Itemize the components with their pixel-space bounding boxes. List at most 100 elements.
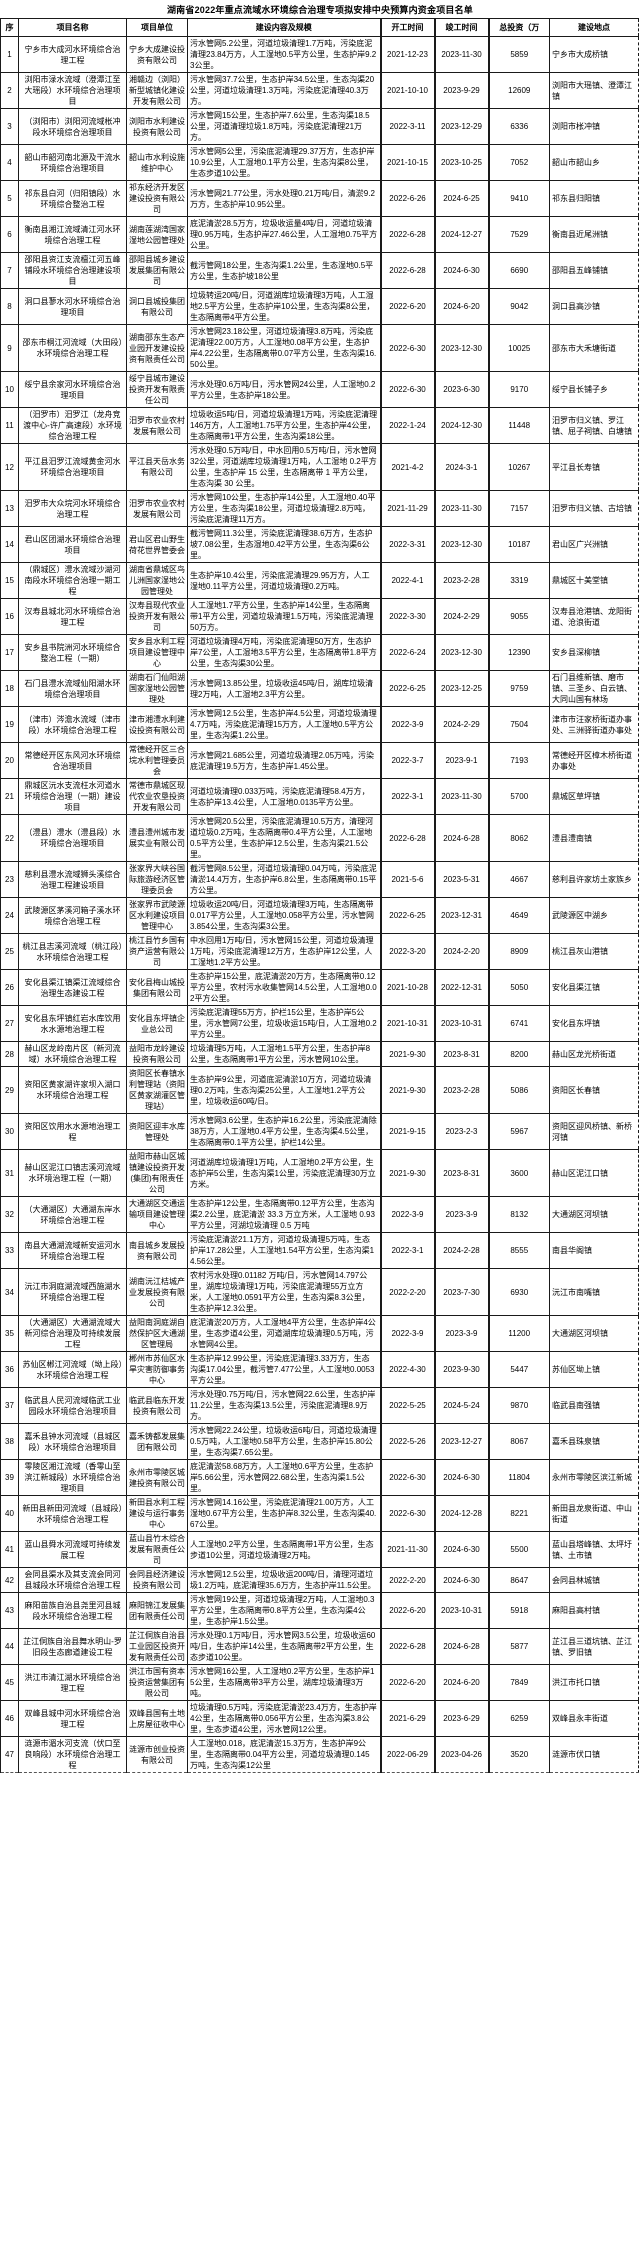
cell-content: 人工湿地0.2平方公里，生态隔离带1平方公里，生态步道10公里，河道垃圾清理2万… — [187, 1531, 381, 1568]
cell-start: 2022-1-24 — [379, 407, 436, 444]
cell-invest: 9410 — [488, 180, 550, 217]
cell-content: 污水管网3.6公里，生态护岸16.2公里，污染底泥清除38万方，人工湿地0.4平… — [187, 1113, 381, 1150]
cell-location: 洪江市托口镇 — [549, 1664, 639, 1701]
column-header-unit: 项目单位 — [126, 18, 188, 37]
cell-invest: 12609 — [488, 72, 550, 109]
cell-unit: 益阳市赫山区城镇建设投资开发(集团)有限责任公司 — [126, 1149, 188, 1197]
cell-unit: 汨罗市农业农村发展有限公司 — [126, 490, 188, 527]
cell-name: 武陵源区茅溪河箱子溪水环境综合治理工程 — [18, 897, 127, 934]
cell-location: 永州市零陵区滨江新城 — [549, 1459, 639, 1496]
cell-content: 底泥清淤28.5万方，垃圾收运量4吨/日，河道垃圾清理0.95万吨，生态护岸27… — [187, 216, 381, 253]
cell-end: 2024-12-28 — [434, 1495, 490, 1532]
cell-no: 3 — [0, 108, 19, 145]
cell-content: 垃圾转运20吨/日，河道湖库垃圾清理3万吨，人工湿地2.5平方公里，生态护岸10… — [187, 288, 381, 325]
cell-location: 资阳区长春镇 — [549, 1066, 639, 1114]
cell-name: 安化县东坪镇红岩水库饮用水水源地治理工程 — [18, 1005, 127, 1042]
cell-unit: 资阳区迎丰水库管理处 — [126, 1113, 188, 1150]
table-row: 16 汉寿县城北河水环境综合治理工程 汉寿县现代农业投资开发有限公司 人工湿地1.7平… — [0, 598, 639, 635]
cell-location: 浏阳市枨冲镇 — [549, 108, 639, 145]
cell-unit: 新田县水利工程建设与运行事务中心 — [126, 1495, 188, 1532]
cell-name: 浏阳市渌水流域（澄潭江至大瑶段）水环境综合治理项目 — [18, 72, 127, 109]
cell-end: 2023-9-1 — [434, 742, 490, 779]
cell-end: 2023-9-30 — [434, 1351, 490, 1388]
cell-end: 2023-6-30 — [434, 371, 490, 408]
cell-content: 污水处理0.75万吨/日，污水管网22.6公里，生态护岸11.2公里，生态沟渠1… — [187, 1387, 381, 1424]
cell-no: 8 — [0, 288, 19, 325]
cell-unit: 益阳南洞庭湖自然保护区大通湖区管理局 — [126, 1315, 188, 1352]
cell-no: 18 — [0, 670, 19, 707]
cell-content: 污染底泥清淤21.1万方，河道垃圾清理5万吨，生态护岸17.28公里，人工湿地1… — [187, 1232, 381, 1269]
cell-content: 污水管网12.5公里，垃圾收运200吨/日，清理河道垃圾1.2万吨，底泥清理35… — [187, 1567, 381, 1593]
cell-invest: 8132 — [488, 1196, 550, 1233]
cell-start: 2021-12-23 — [379, 36, 436, 73]
cell-invest: 8555 — [488, 1232, 550, 1269]
cell-unit: 永州市零陵区城建投资有限公司 — [126, 1459, 188, 1496]
cell-name: （大通湖区）大通湖流域大新河综合治理及可持续发展工程 — [18, 1315, 127, 1352]
cell-end: 2024-6-30 — [434, 1531, 490, 1568]
cell-invest: 5918 — [488, 1592, 550, 1629]
cell-end: 2024-2-20 — [434, 933, 490, 970]
cell-content: 污水处理0.6万吨/日，污水管网24公里，人工湿地0.2平方公里，生态护岸18公… — [187, 371, 381, 408]
cell-invest: 9055 — [488, 598, 550, 635]
cell-location: 浏阳市大瑶镇、澄潭江镇 — [549, 72, 639, 109]
cell-end: 2024-2-29 — [434, 706, 490, 743]
table-row: 38 嘉禾县钟水河流域（县城区段）水环境综合治理项目 嘉禾铸都发展集团有限公司 污水管… — [0, 1423, 639, 1460]
cell-end: 2023-9-29 — [434, 72, 490, 109]
cell-start: 2021-9-15 — [379, 1113, 436, 1150]
cell-invest: 8647 — [488, 1567, 550, 1593]
cell-no: 36 — [0, 1351, 19, 1388]
cell-end: 2023-11-30 — [434, 36, 490, 73]
cell-name: 洞口县蓼水河水环境综合治理项目 — [18, 288, 127, 325]
table-row: 15 （鼎城区）澧水流域沙湖河南段水环境综合治理一期工程 湖南省鼎城区鸟儿洲国家湿地… — [0, 562, 639, 599]
table-header-row: 序项目名称 项目单位 建设内容及规模 开工时间 竣工时间 总投资（万 建设地点 — [0, 18, 639, 37]
cell-end: 2023-8-31 — [434, 1149, 490, 1197]
cell-location: 沅江市南嘴镇 — [549, 1268, 639, 1316]
cell-location: 津市市汪家桥街道办事处、三洲驿街道办事处 — [549, 706, 639, 743]
cell-name: 邵东市桐江河流域（大田段）水环境综合治理工程 — [18, 324, 127, 372]
cell-end: 2024-6-25 — [434, 180, 490, 217]
cell-content: 垃圾清理5万吨，人工湿地1.5平方公里，生态护岸8公里，生态隔离带1平方公里，污… — [187, 1041, 381, 1067]
cell-name: 麻阳苗族自治县尧里河县城段水环境综合治理工程 — [18, 1592, 127, 1629]
cell-end: 2024-6-28 — [434, 1628, 490, 1665]
cell-name: 鼎城区沅水支流枉水河道水环境综合治理（一期）建设项目 — [18, 778, 127, 815]
cell-unit: 会同县经济建设投资有限公司 — [126, 1567, 188, 1593]
cell-start: 2022-6-20 — [379, 288, 436, 325]
cell-content: 污染底泥清理55万方，护栏15公里，生态护岸5公里，污水管网7公里，垃圾收运15… — [187, 1005, 381, 1042]
table-row: 14 君山区团湖水环境综合治理项目 君山区君山野生荷花世界管委会 截污管网11.3公里… — [0, 526, 639, 563]
table-row: 2 浏阳市渌水流域（澄潭江至大瑶段）水环境综合治理项目 湘赣边（浏阳）新型城镇化建设… — [0, 72, 639, 109]
cell-start: 2022-2-20 — [379, 1268, 436, 1316]
cell-end: 2023-12-30 — [434, 634, 490, 671]
cell-location: 会同县林城镇 — [549, 1567, 639, 1593]
cell-end: 2024-12-30 — [434, 407, 490, 444]
cell-invest: 6259 — [488, 1700, 550, 1737]
table-row: 8 洞口县蓼水河水环境综合治理项目 洞口县城投集团有限公司 垃圾转运20吨/日，河道湖… — [0, 288, 639, 325]
cell-content: 河道垃圾清理0.033万吨，污染底泥清理58.4万方，生态护岸13.4公里，人工… — [187, 778, 381, 815]
cell-start: 2022-6-28 — [379, 252, 436, 289]
table-row: 47 涟源市湄水河支流（伏口至良响段）水环境综合治理工程 涟源市创业投资有限公司 人工… — [0, 1736, 639, 1773]
cell-location: 大通湖区河坝镇 — [549, 1315, 639, 1352]
cell-no: 17 — [0, 634, 19, 671]
cell-name: 汨罗市大众垸河水环境综合治理工程 — [18, 490, 127, 527]
cell-end: 2023-2-28 — [434, 1066, 490, 1114]
cell-name: 桃江县志溪河流域（桃江段）水环境综合治理工程 — [18, 933, 127, 970]
cell-content: 河道湖库垃圾清理1万吨，人工湿地0.2平方公里，生态护岸5公里，生态沟渠1公里，… — [187, 1149, 381, 1197]
cell-unit: 安化县梅山城投集团有限公司 — [126, 969, 188, 1006]
cell-location: 澧县澧南镇 — [549, 814, 639, 862]
cell-unit: 资阳区长春镇水利管理站（资阳区黄家湖灌区管理站） — [126, 1066, 188, 1114]
cell-no: 7 — [0, 252, 19, 289]
cell-start: 2022-4-30 — [379, 1351, 436, 1388]
cell-invest: 5877 — [488, 1628, 550, 1665]
cell-unit: 汨罗市农业农村发展有限公司 — [126, 407, 188, 444]
cell-end: 2023-12-30 — [434, 324, 490, 372]
cell-location: 常德经开区樟木桥街道办事处 — [549, 742, 639, 779]
cell-start: 2022-6-30 — [379, 371, 436, 408]
cell-start: 2022-6-25 — [379, 670, 436, 707]
cell-start: 2022-06-29 — [379, 1736, 436, 1773]
cell-location: 衡南县近尾洲镇 — [549, 216, 639, 253]
cell-unit: 君山区君山野生荷花世界管委会 — [126, 526, 188, 563]
table-row: 24 武陵源区茅溪河箱子溪水环境综合治理工程 张家界市武陵源区水利建设项目管理中心垃… — [0, 897, 639, 934]
cell-end: 2024-5-24 — [434, 1387, 490, 1424]
cell-location: 韶山市韶山乡 — [549, 144, 639, 181]
cell-invest: 3319 — [488, 562, 550, 599]
cell-location: 君山区广兴洲镇 — [549, 526, 639, 563]
